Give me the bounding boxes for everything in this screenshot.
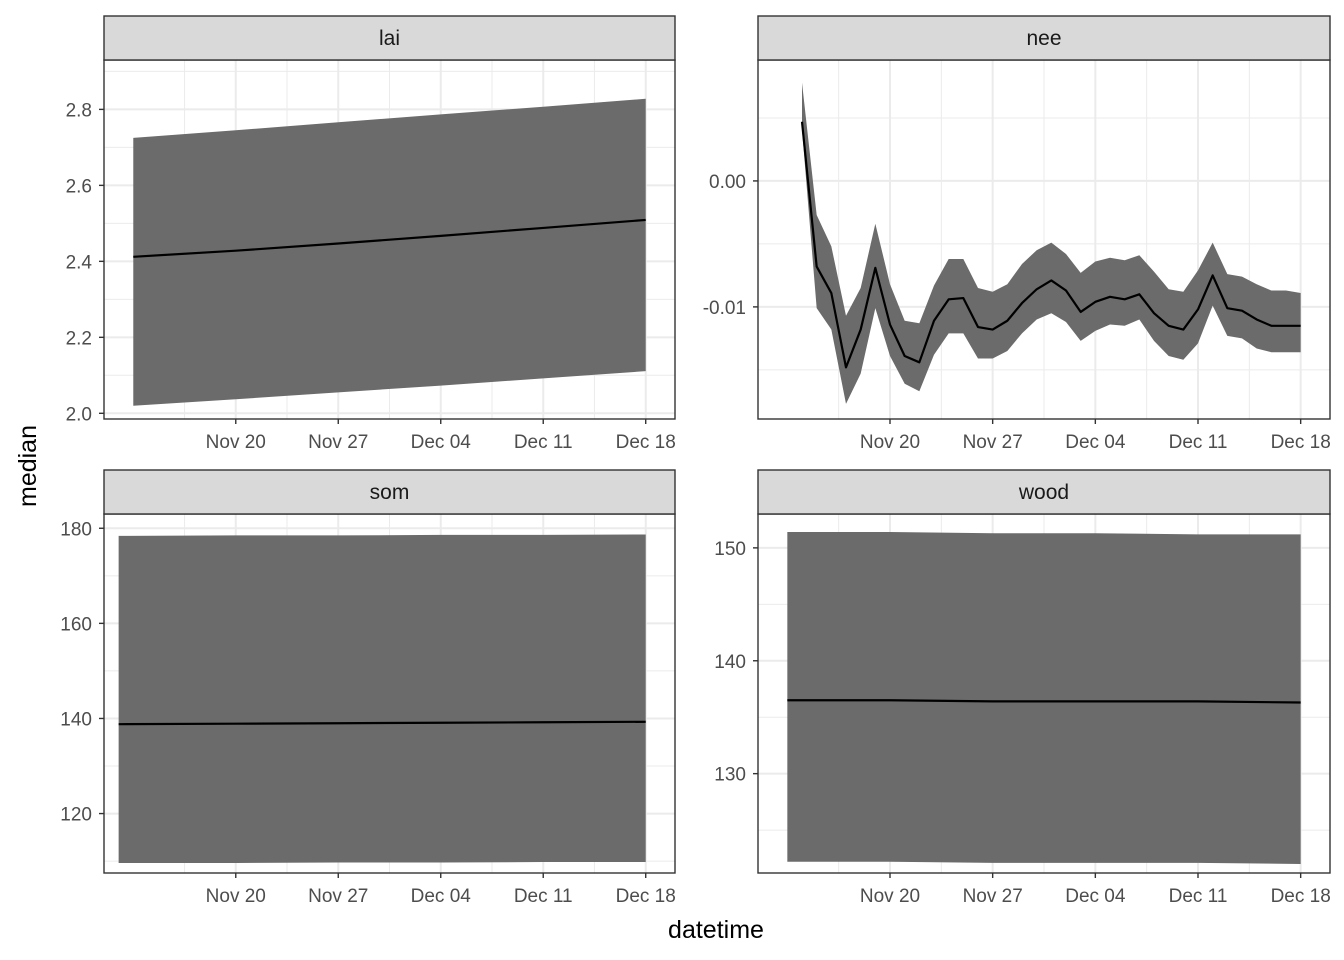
facet-label-wood: wood [1018,481,1069,504]
median-line [133,218,646,258]
confidence-ribbon [787,532,1301,864]
y-tick-label: 2.8 [66,100,92,121]
y-tick-label: 140 [714,652,746,673]
x-tick-label: Dec 04 [411,886,472,907]
x-tick-label: Nov 27 [963,432,1023,453]
y-axis-title: median [14,425,42,507]
x-tick-label: Dec 04 [1065,432,1126,453]
y-tick-label: 2.4 [66,252,93,273]
x-tick-label: Dec 11 [1169,432,1228,453]
x-tick-label: Nov 20 [860,886,920,907]
confidence-ribbon [118,534,646,864]
panel-lai: lai Nov 20 Nov 27 Dec 04 Dec 11 Dec 18 2.0 2.2 2… [66,15,676,453]
confidence-ribbon [133,98,646,406]
median-line [800,121,1301,369]
x-tick-label: Dec 18 [616,886,676,907]
facet-label-lai: lai [379,27,400,50]
x-tick-label: Nov 27 [963,886,1023,907]
median-line [118,720,646,726]
facet-strip [757,469,1331,515]
x-tick-label: Nov 20 [860,432,920,453]
y-tick-label: 0.00 [709,172,746,193]
y-tick-label: 130 [714,765,746,786]
x-tick-label: Nov 27 [308,886,368,907]
x-tick-label: Dec 04 [1065,886,1126,907]
y-tick-label: 160 [60,614,92,635]
panels-layer: lai Nov 20 Nov 27 Dec 04 Dec 11 Dec 18 2.0 2.2 2… [60,15,1331,907]
facet-strip [103,469,676,515]
panel-som: som Nov 20 Nov 27 Dec 04 Dec 11 Dec 18 120 140 1… [60,469,676,907]
facet-label-som: som [370,481,410,504]
median-line [787,699,1301,704]
x-tick-label: Dec 18 [616,432,676,453]
y-tick-label: 2.6 [66,176,92,197]
y-tick-label: 2.2 [66,328,92,349]
x-tick-label: Dec 11 [514,886,573,907]
y-tick-label: 150 [714,539,746,560]
x-axis-title: datetime [668,916,764,944]
x-tick-label: Dec 11 [514,432,573,453]
y-tick-label: 180 [60,519,92,540]
y-tick-label: 2.0 [66,404,92,425]
confidence-ribbon [802,82,1301,404]
y-tick-label: 120 [60,805,92,826]
x-tick-label: Dec 04 [411,432,472,453]
x-tick-label: Dec 18 [1271,432,1331,453]
facet-label-nee: nee [1026,27,1061,50]
y-tick-label: -0.01 [703,298,746,319]
facet-strip [103,15,676,61]
x-tick-label: Nov 20 [206,886,266,907]
x-tick-label: Nov 27 [308,432,368,453]
y-tick-label: 140 [60,709,92,730]
panel-nee: nee Nov 20 Nov 27 Dec 04 Dec 11 Dec 18 0.00 -0.… [703,15,1331,453]
x-tick-label: Dec 11 [1169,886,1228,907]
panel-wood: wood Nov 20 Nov 27 Dec 04 Dec 11 Dec 18 130 140… [714,469,1331,907]
facet-strip [757,15,1331,61]
x-tick-label: Nov 20 [206,432,266,453]
x-tick-label: Dec 18 [1271,886,1331,907]
